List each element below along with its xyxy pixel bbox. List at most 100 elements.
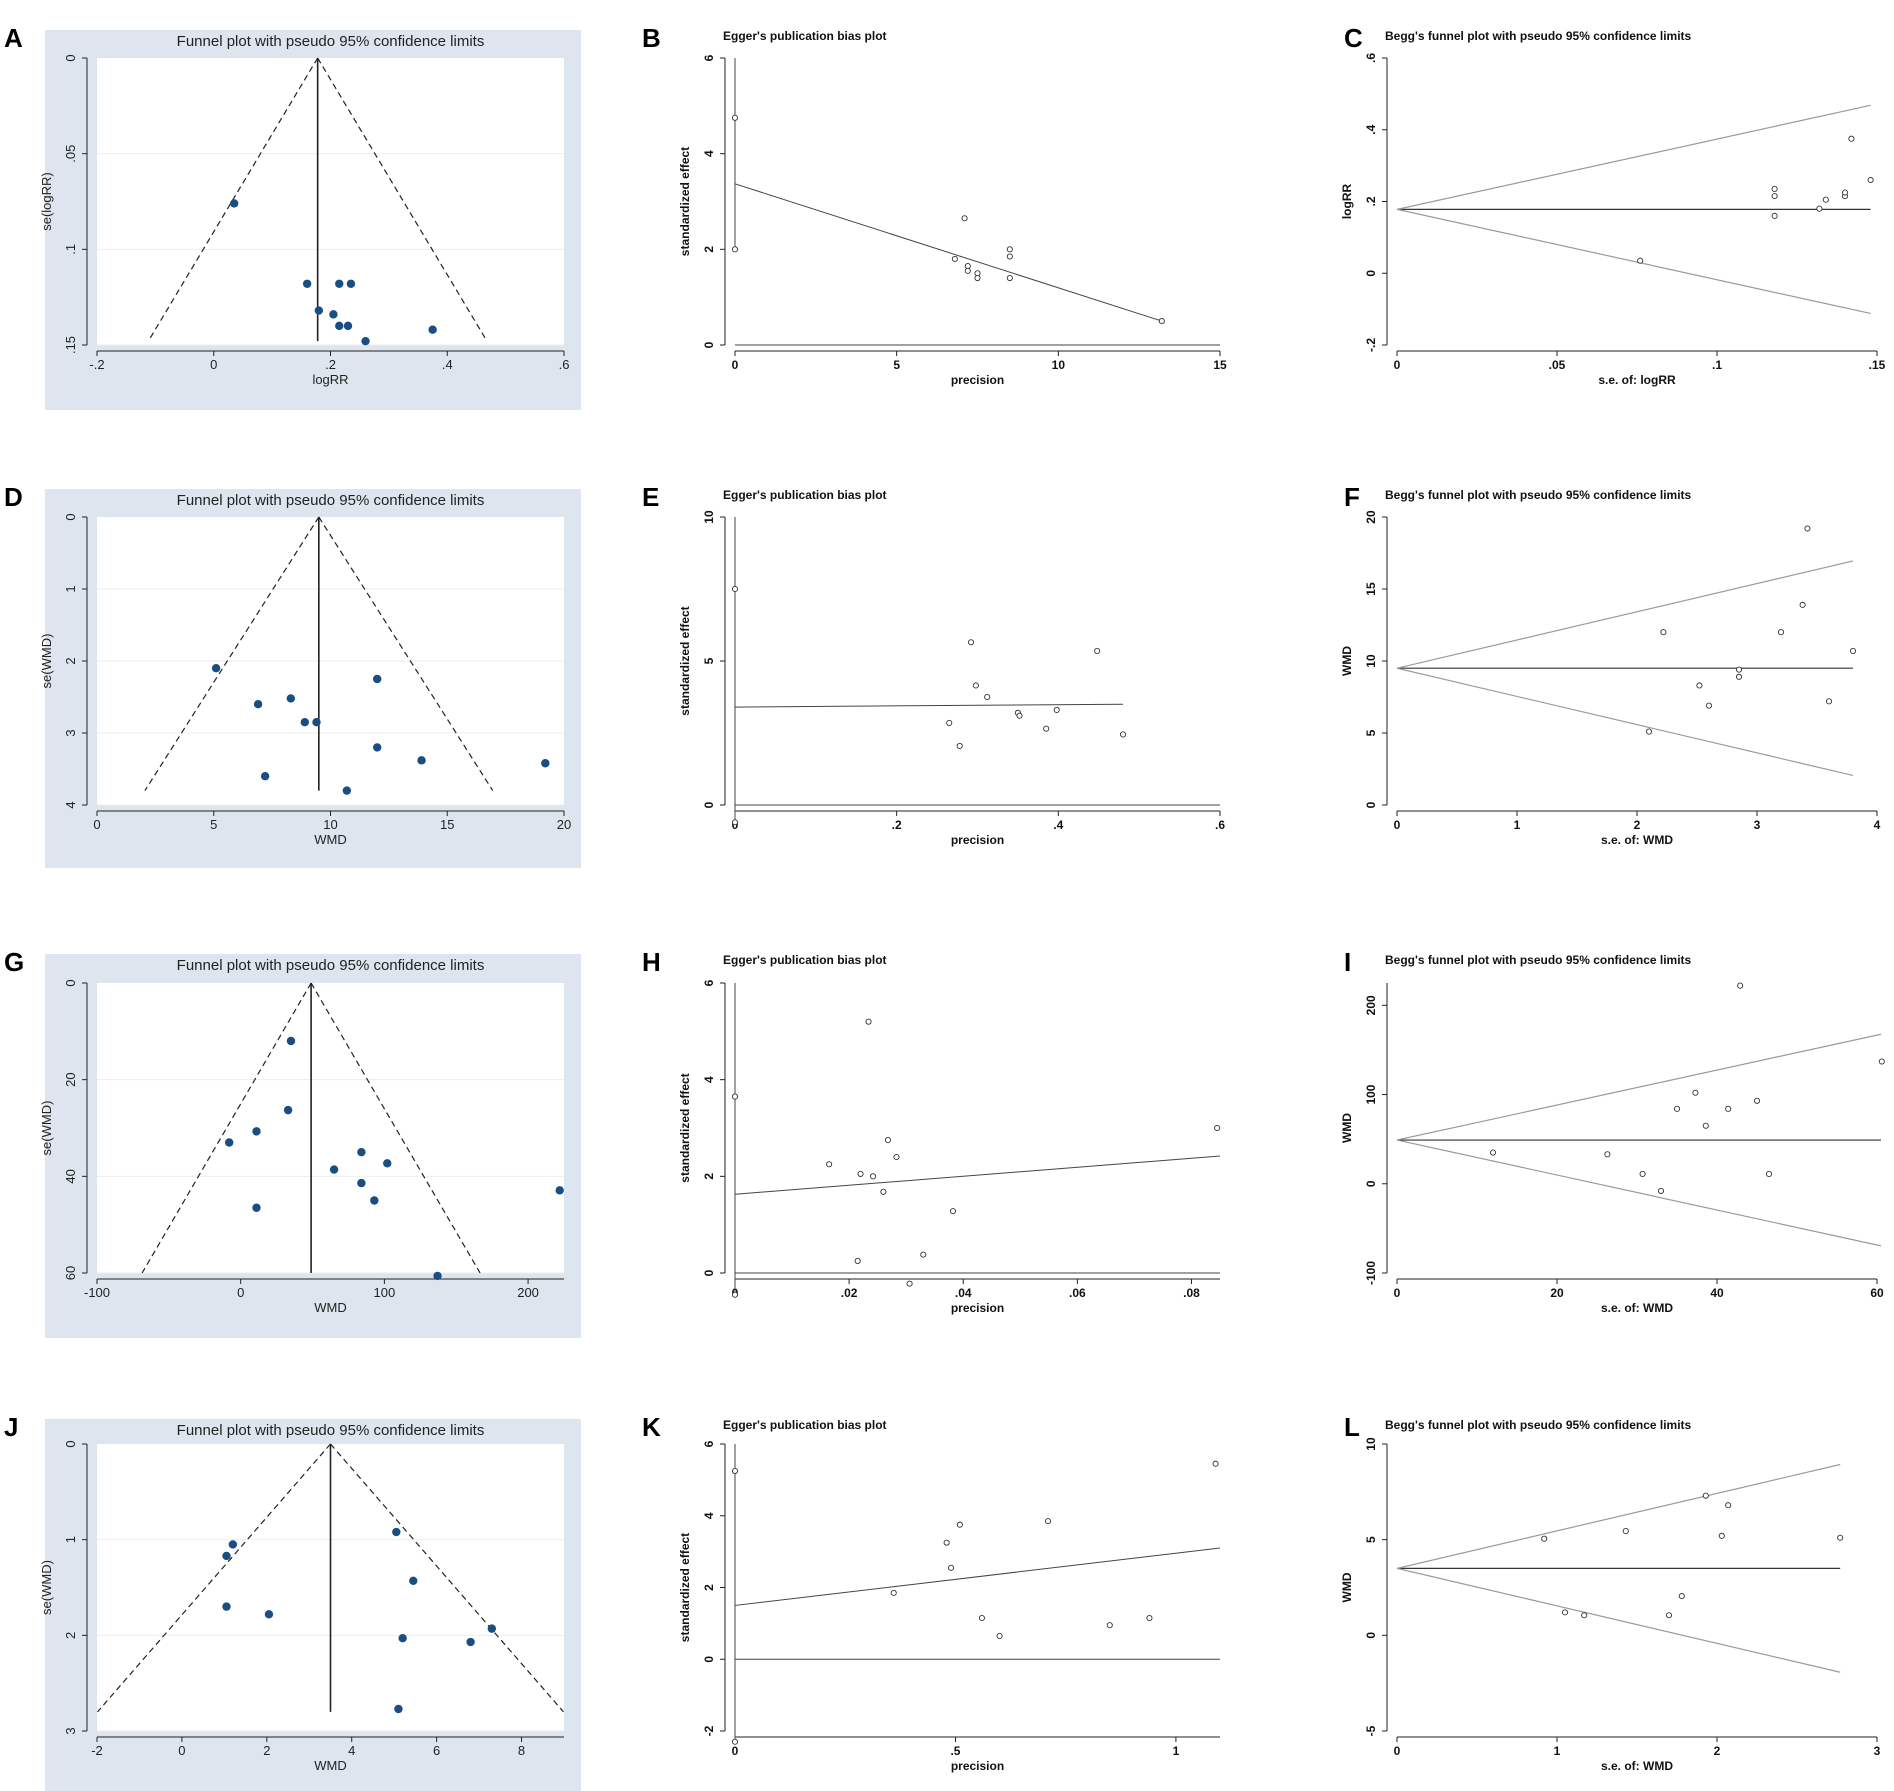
study-point-f	[1696, 682, 1703, 689]
y-tick-label-e: 10	[702, 510, 716, 524]
y-tick-label-j: 3	[63, 1727, 78, 1734]
study-point-i	[1878, 1058, 1885, 1065]
study-point-h	[906, 1280, 913, 1287]
y-axis-label-e: standardized effect	[678, 606, 692, 715]
y-tick-label-b: 6	[702, 54, 716, 61]
study-point-c	[1637, 257, 1644, 264]
ci-lower-line-f	[1396, 667, 1854, 777]
study-point-b	[961, 215, 968, 222]
study-point-b	[1006, 246, 1013, 253]
y-tick-label-d: 2	[63, 657, 78, 664]
x-tick-label-j: 4	[348, 1743, 355, 1758]
x-tick-label-j: 0	[178, 1743, 185, 1758]
study-point-l	[1718, 1532, 1725, 1539]
study-point-f	[1660, 629, 1667, 636]
study-point-b	[964, 267, 971, 274]
intercept-ci-point-k	[731, 1467, 739, 1474]
x-tick-label-i: 20	[1550, 1286, 1564, 1300]
panel-c: C Begg's funnel plot with pseudo 95% conf…	[1340, 23, 1886, 387]
regression-line-k	[734, 1547, 1221, 1606]
study-point-g	[357, 1147, 366, 1157]
plot-area-g	[97, 983, 564, 1273]
x-tick-label-a: .4	[442, 357, 453, 372]
regression-line-e	[734, 703, 1124, 708]
study-point-j	[394, 1704, 403, 1714]
study-point-a	[346, 279, 356, 288]
x-tick-label-j: 8	[518, 1743, 525, 1758]
chart-title-i: Begg's funnel plot with pseudo 95% confi…	[1385, 953, 1692, 967]
study-point-b	[974, 274, 981, 282]
study-point-l	[1541, 1535, 1548, 1542]
ci-left-dashed-j	[97, 1443, 331, 1713]
study-point-d	[373, 674, 382, 684]
study-point-g	[329, 1165, 339, 1174]
panel-letter-g: G	[4, 947, 24, 977]
panel-e: E Egger's publication bias plot 0 .2 .4 .6 pre…	[642, 482, 1225, 847]
study-point-i	[1702, 1122, 1709, 1129]
study-point-h	[880, 1188, 887, 1195]
ci-lower-line-c	[1396, 208, 1871, 315]
regression-line-h	[734, 1155, 1221, 1195]
x-tick-label-a: .2	[325, 357, 336, 372]
y-tick-label-f: 0	[1364, 801, 1378, 808]
x-tick-label-g: 200	[517, 1285, 539, 1300]
y-tick-label-l: 0	[1364, 1632, 1378, 1639]
x-tick-label-a: -.2	[89, 357, 104, 372]
study-point-k	[978, 1614, 985, 1622]
study-point-b	[1006, 274, 1013, 282]
y-tick-label-a: .15	[63, 336, 78, 354]
study-point-g	[252, 1127, 261, 1136]
panel-h: H Egger's publication bias plot 0 .02 .04 .06…	[642, 947, 1221, 1315]
study-point-j	[392, 1527, 401, 1537]
y-tick-label-j: 1	[63, 1536, 78, 1543]
y-tick-label-l: 5	[1364, 1536, 1378, 1543]
study-point-c	[1771, 212, 1778, 219]
x-tick-label-g: 0	[237, 1285, 244, 1300]
y-tick-label-j: 2	[63, 1632, 78, 1639]
study-point-i	[1657, 1187, 1665, 1194]
study-point-l	[1581, 1612, 1588, 1619]
study-point-e	[946, 719, 953, 726]
study-point-e	[1016, 712, 1023, 719]
study-point-k	[943, 1539, 950, 1546]
y-axis-label-b: standardized effect	[678, 147, 692, 256]
study-point-i	[1692, 1089, 1699, 1096]
study-point-g	[370, 1196, 379, 1205]
study-point-i	[1765, 1170, 1773, 1178]
y-tick-label-a: .05	[63, 145, 78, 163]
study-point-d	[253, 700, 263, 709]
plot-area-a	[97, 58, 564, 345]
study-point-h	[884, 1137, 891, 1144]
study-point-j	[398, 1634, 407, 1643]
y-tick-label-j: 0	[63, 1440, 78, 1447]
intercept-ci-point-k	[731, 1738, 739, 1745]
panel-j: J Funnel plot with pseudo 95% confidence …	[4, 1412, 581, 1791]
study-point-g	[252, 1203, 261, 1212]
y-axis-label-g: se(WMD)	[39, 1101, 54, 1156]
x-tick-label-j: 2	[263, 1743, 270, 1758]
study-point-g	[283, 1105, 293, 1115]
panel-letter-c: C	[1344, 23, 1363, 53]
x-tick-label-f: 3	[1754, 818, 1761, 832]
panel-letter-b: B	[642, 23, 661, 53]
study-point-l	[1725, 1502, 1732, 1509]
x-tick-label-i: 0	[1394, 1286, 1401, 1300]
x-tick-label-d: 0	[93, 817, 100, 832]
panel-a: A Funnel plot with pseudo 95% confidence …	[4, 23, 581, 410]
x-tick-label-l: 2	[1714, 1744, 1721, 1758]
intercept-ci-point-h	[731, 1093, 739, 1100]
x-tick-label-i: 40	[1710, 1286, 1724, 1300]
study-point-i	[1673, 1105, 1681, 1112]
study-point-i	[1639, 1170, 1646, 1178]
x-tick-label-b: 5	[893, 358, 900, 372]
chart-title-d: Funnel plot with pseudo 95% confidence l…	[177, 492, 485, 509]
study-point-d	[300, 718, 310, 727]
chart-title-c: Begg's funnel plot with pseudo 95% confi…	[1385, 29, 1692, 43]
study-point-j	[487, 1624, 497, 1633]
y-tick-label-l: 10	[1364, 1437, 1378, 1451]
y-tick-label-c: 0	[1364, 270, 1378, 277]
study-point-e	[1119, 731, 1127, 738]
study-point-b	[1158, 318, 1165, 325]
x-tick-label-h: .04	[955, 1286, 972, 1300]
y-axis-label-i: WMD	[1340, 1113, 1354, 1143]
